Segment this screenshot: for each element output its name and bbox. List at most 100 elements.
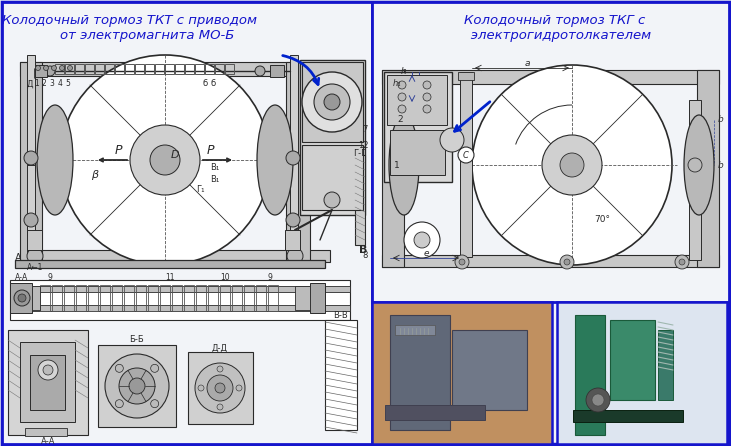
Circle shape — [455, 255, 469, 269]
Bar — [458, 72, 474, 80]
Circle shape — [459, 259, 465, 265]
Circle shape — [675, 255, 689, 269]
Circle shape — [414, 232, 430, 248]
Text: 12: 12 — [357, 140, 368, 149]
Bar — [244, 285, 254, 311]
Bar — [124, 285, 134, 311]
Text: В: В — [359, 245, 367, 255]
Text: Б-Б: Б-Б — [129, 335, 145, 344]
Circle shape — [115, 364, 124, 372]
Text: б: б — [211, 79, 216, 88]
Circle shape — [67, 66, 72, 70]
Bar — [27, 55, 35, 165]
Text: β: β — [91, 170, 99, 180]
Circle shape — [398, 105, 406, 113]
Circle shape — [151, 364, 159, 372]
Text: C: C — [463, 150, 469, 160]
Text: 5: 5 — [66, 79, 70, 88]
Circle shape — [398, 81, 406, 89]
Circle shape — [36, 66, 40, 70]
Text: А←1: А←1 — [27, 264, 43, 273]
Bar — [115, 64, 124, 74]
Circle shape — [38, 360, 58, 380]
Circle shape — [398, 93, 406, 101]
Circle shape — [564, 259, 570, 265]
Ellipse shape — [257, 105, 293, 215]
Text: Д-Д: Д-Д — [212, 343, 228, 352]
Text: b: b — [718, 116, 724, 124]
Text: В₁: В₁ — [211, 175, 219, 185]
Bar — [55, 64, 64, 74]
Bar — [384, 72, 452, 182]
Circle shape — [679, 259, 685, 265]
Bar — [184, 285, 194, 311]
Bar — [135, 64, 144, 74]
Bar — [185, 64, 194, 74]
Circle shape — [198, 385, 204, 391]
Bar — [232, 285, 242, 311]
Ellipse shape — [684, 115, 714, 215]
Text: А: А — [15, 253, 21, 263]
Circle shape — [472, 65, 672, 265]
Bar — [390, 130, 445, 175]
Circle shape — [45, 66, 55, 76]
Bar — [65, 64, 74, 74]
Bar — [10, 286, 350, 292]
Bar — [145, 64, 154, 74]
Circle shape — [217, 366, 223, 372]
Text: 4: 4 — [58, 79, 62, 88]
Text: 8: 8 — [363, 251, 368, 260]
Circle shape — [592, 394, 604, 406]
Circle shape — [105, 354, 169, 418]
Bar — [285, 230, 300, 250]
Bar — [205, 64, 214, 74]
Bar — [215, 64, 224, 74]
Bar — [148, 285, 158, 311]
Bar — [310, 283, 325, 313]
Circle shape — [324, 192, 340, 208]
Bar — [220, 285, 230, 311]
Bar — [100, 285, 110, 311]
Text: Колодочный тормоз ТКГ с
   электрогидротолкателем: Колодочный тормоз ТКГ с электрогидротолк… — [458, 14, 651, 42]
Circle shape — [14, 290, 30, 306]
Bar — [302, 145, 363, 210]
Bar — [395, 325, 435, 335]
Circle shape — [129, 378, 145, 394]
Bar — [286, 62, 310, 262]
Text: В-В: В-В — [333, 311, 349, 321]
Bar — [76, 285, 86, 311]
Circle shape — [586, 388, 610, 412]
Text: D: D — [170, 150, 179, 160]
Circle shape — [423, 105, 431, 113]
Bar — [40, 285, 50, 311]
Bar — [25, 428, 67, 436]
Bar — [689, 100, 701, 260]
Bar — [10, 280, 350, 320]
Circle shape — [150, 145, 180, 175]
Circle shape — [324, 94, 340, 110]
Bar — [390, 315, 450, 430]
Circle shape — [151, 400, 159, 408]
Bar — [75, 64, 84, 74]
Text: h: h — [401, 67, 407, 77]
Bar — [372, 2, 729, 302]
Text: P: P — [206, 144, 213, 157]
Bar — [225, 64, 234, 74]
Circle shape — [59, 66, 64, 70]
Bar — [88, 285, 98, 311]
Bar — [30, 355, 65, 410]
Bar — [610, 320, 655, 400]
Circle shape — [51, 66, 56, 70]
Bar — [8, 330, 88, 435]
Bar — [160, 285, 170, 311]
Text: Д: Д — [27, 79, 33, 88]
Bar — [208, 285, 218, 311]
Circle shape — [207, 375, 233, 401]
Text: б: б — [202, 79, 208, 88]
Bar — [355, 155, 365, 245]
Bar — [302, 62, 363, 142]
Bar — [98, 345, 176, 427]
Text: А-А: А-А — [41, 437, 56, 446]
Bar — [155, 64, 164, 74]
Bar — [372, 302, 552, 444]
